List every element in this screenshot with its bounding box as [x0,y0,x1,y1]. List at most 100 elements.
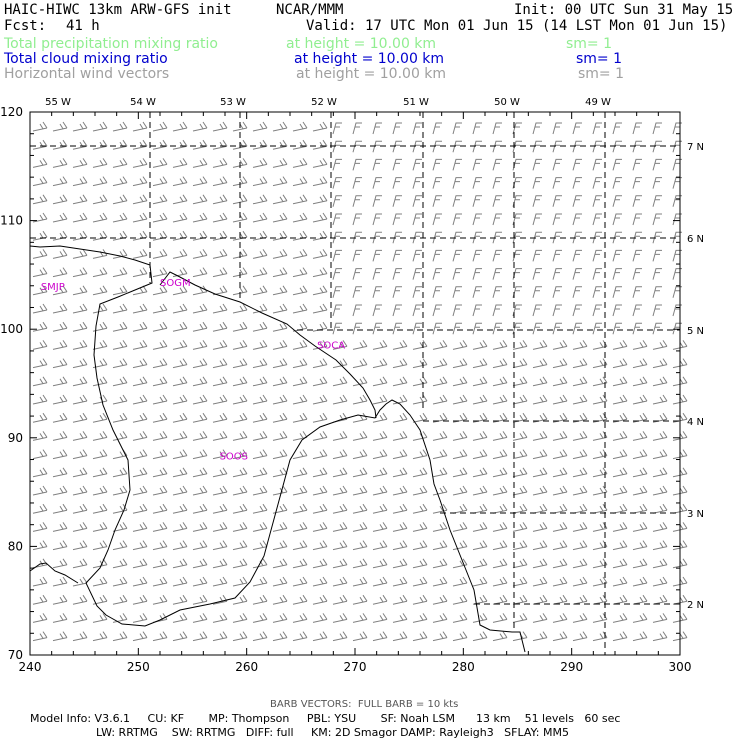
field-sm-cloud: sm= 1 [576,51,623,67]
station-labels: SMJP SOGM SOCA SOOS [41,278,345,463]
wind-barb [452,613,468,623]
wind-barb [172,176,188,187]
wind-barb [332,485,348,496]
wind-barb [412,231,422,244]
wind-barb [552,522,568,532]
field-name-cloud: Total cloud mixing ratio [4,51,168,67]
wind-barb [612,394,628,405]
wind-barb [452,412,468,423]
wind-barb [472,286,482,298]
wind-barb [312,631,328,642]
wind-barb [372,540,388,551]
wind-barb [392,340,408,350]
wind-barb [472,268,482,280]
wind-barb [412,140,422,153]
wind-barb [532,558,548,569]
wind-barb [332,268,342,280]
wind-barb [292,540,308,551]
field-name-precip: Total precipitation mixing ratio [4,36,218,52]
wind-barb [132,376,148,387]
wind-barb [152,412,168,423]
grid-x-label-280: 280 [452,660,475,674]
wind-barb [632,177,642,189]
wind-barb [112,412,128,423]
wind-barb [232,376,248,387]
field-name-wind: Horizontal wind vectors [4,66,170,82]
wind-barb [72,503,88,514]
lon-label-1: 54 W [130,97,156,108]
wind-barb [612,122,622,135]
wind-barb [552,449,568,460]
wind-barb [412,485,428,496]
wind-barb [232,467,248,478]
wind-barb [632,522,648,532]
wind-barb [552,177,562,189]
wind-barb [32,176,48,187]
wind-barb [552,231,562,244]
wind-barb [92,285,108,296]
wind-barb [192,431,208,441]
wind-barb [112,139,128,150]
wind-barb [92,613,108,623]
wind-barb [172,194,188,205]
wind-barb [312,613,328,623]
wind-barb [452,140,462,153]
wind-barb [92,540,108,551]
wind-barb [552,558,568,569]
wind-barb [292,358,308,369]
wind-barb [532,431,548,441]
wind-barb [472,122,482,135]
wind-barb [252,176,268,187]
wind-barb [452,522,468,532]
wind-barb [452,449,468,460]
wind-barb [592,304,602,317]
wind-barb [532,140,542,153]
grid-y-label-110: 110 [0,214,23,228]
wind-barb [612,449,628,460]
wind-barb [612,522,628,532]
wind-barb [652,286,662,298]
wind-barb [212,412,228,423]
wind-barb [372,449,388,460]
field-height-cloud: at height = 10.00 km [294,51,445,67]
wind-barb [72,358,88,369]
wind-barb [72,449,88,460]
wind-barb [632,231,642,244]
wind-barb [312,267,328,278]
wind-barb [432,340,448,350]
wind-barb [432,522,448,532]
wind-barb [72,540,88,551]
wind-barb [32,394,48,405]
wind-barb [652,412,668,423]
field-height-wind: at height = 10.00 km [296,66,447,82]
wind-barb [72,230,88,241]
wind-barb [272,558,288,569]
wind-barb [412,540,428,551]
wind-barb [132,121,148,132]
wind-barb [432,576,448,587]
wind-barb [672,122,682,135]
wind-barb [532,485,548,496]
wind-barb [132,631,148,642]
wind-barb [532,268,542,280]
lon-label-2: 53 W [220,97,246,108]
wind-barb [672,286,682,298]
wind-barb [272,212,288,223]
wind-barb [172,321,188,332]
wind-barb [252,230,268,241]
wind-barb [612,177,622,189]
wind-barb [352,122,362,135]
wind-barb [172,540,188,551]
wind-barb [652,177,662,189]
wind-barb [432,376,448,387]
wind-barb [572,412,588,423]
wind-barb [192,340,208,350]
grid-x-label-270: 270 [344,660,367,674]
wind-barb [72,321,88,332]
wind-barb [572,485,588,496]
wind-barb [472,177,482,189]
wind-barb [352,322,362,335]
wind-barb [672,213,682,226]
lat-label-2: 5 N [687,326,704,337]
wind-barb [312,503,328,514]
